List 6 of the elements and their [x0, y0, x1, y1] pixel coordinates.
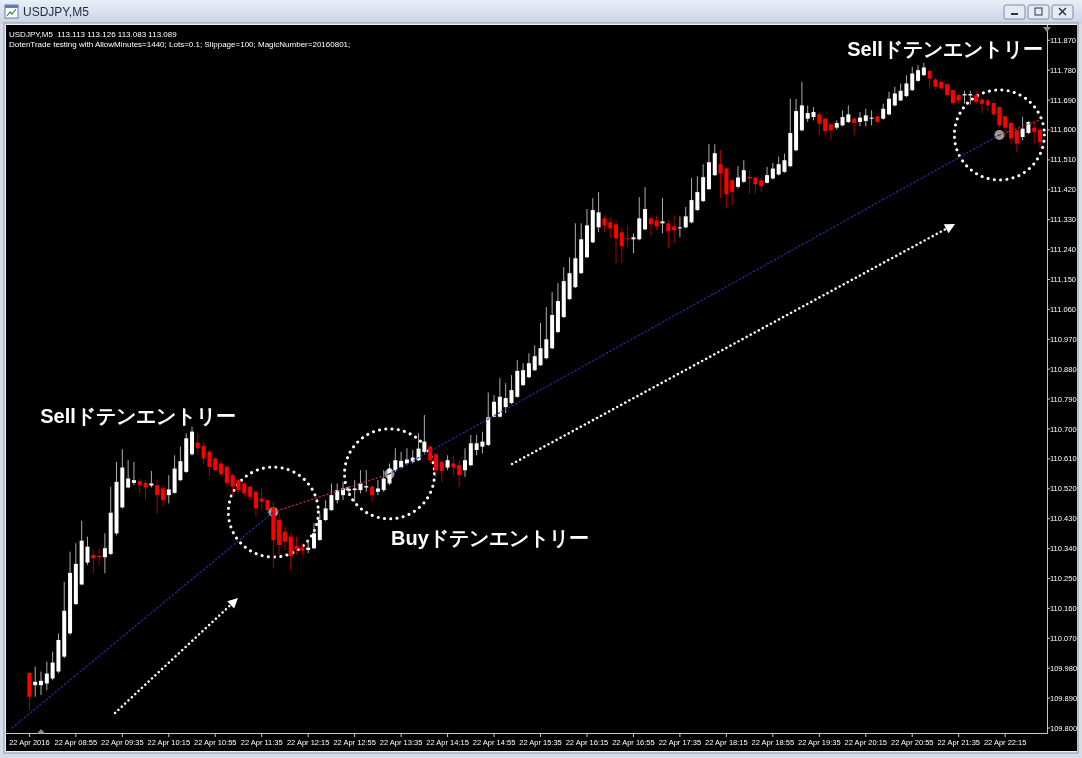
- chart-subtitle: USDJPY,M5 113.113 113.126 113.083 113.089: [9, 30, 178, 39]
- annotation: DotenTrade testing with AllowMinutes=1440; Lots=0.1; Slippage=100; MagicNumber=20160801;: [9, 40, 351, 49]
- annotation: Sellドテンエントリー: [40, 405, 236, 427]
- annotation: Buyドテンエントリー: [391, 527, 589, 549]
- chart-title: USDJPY,M5: [23, 5, 90, 19]
- annotation: Sellドテンエントリー: [847, 38, 1043, 60]
